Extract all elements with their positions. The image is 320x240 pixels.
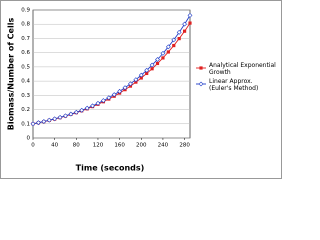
marker: [182, 21, 188, 27]
y-tick-label: 0.2: [21, 107, 30, 113]
y-tick-label: 0.4: [21, 79, 30, 85]
marker: [117, 88, 123, 94]
chart: Time (seconds) Biomass/Number of Cells 0…: [0, 0, 282, 179]
marker: [128, 81, 133, 87]
marker: [41, 119, 47, 124]
marker: [177, 36, 181, 41]
legend-label: Analytical Exponential Growth: [209, 62, 276, 76]
marker: [139, 76, 143, 80]
marker: [35, 120, 41, 126]
marker: [90, 103, 95, 109]
x-tick-label: 200: [136, 143, 147, 149]
y-tick-label: 0.3: [21, 93, 30, 99]
x-tick-label: 280: [179, 143, 190, 149]
y-tick-label: 0.1: [21, 121, 30, 127]
marker: [100, 98, 106, 104]
marker: [187, 12, 193, 18]
y-tick-label: 0.9: [21, 8, 30, 14]
x-tick-label: 0: [31, 143, 35, 149]
marker: [161, 56, 165, 60]
legend-marker: [199, 66, 203, 70]
marker: [144, 67, 150, 73]
marker: [46, 117, 52, 123]
y-axis-title: Biomass/Number of Cells: [7, 18, 16, 131]
marker: [150, 67, 154, 71]
marker: [145, 71, 149, 76]
marker: [171, 37, 177, 43]
legend-label: Linear Approx. (Euler's Method): [209, 78, 258, 92]
marker: [63, 113, 68, 119]
x-axis-title: Time (seconds): [76, 164, 145, 173]
x-tick-label: 120: [93, 143, 104, 149]
marker: [73, 109, 79, 115]
x-tick-label: 160: [114, 143, 125, 149]
marker: [111, 92, 117, 98]
y-tick-label: 0: [27, 136, 31, 142]
marker: [68, 111, 74, 117]
marker: [172, 43, 176, 48]
marker: [176, 29, 182, 35]
x-tick-label: 240: [158, 143, 169, 149]
marker: [106, 95, 112, 101]
marker: [160, 50, 166, 56]
marker: [138, 72, 144, 78]
marker: [165, 44, 171, 50]
marker: [188, 21, 192, 25]
marker: [182, 29, 187, 33]
marker: [30, 121, 36, 127]
y-tick-label: 0.6: [21, 50, 30, 56]
marker: [122, 85, 128, 91]
marker: [155, 61, 160, 66]
marker: [84, 105, 90, 111]
x-tick-label: 40: [51, 143, 58, 149]
marker: [166, 50, 170, 54]
marker: [52, 116, 58, 122]
y-tick-label: 0.7: [21, 36, 30, 42]
marker: [57, 114, 63, 120]
marker: [155, 57, 160, 62]
marker: [133, 77, 139, 83]
marker: [149, 62, 155, 68]
marker: [79, 107, 85, 113]
y-tick-label: 0.5: [21, 64, 30, 70]
y-tick-label: 0.8: [21, 22, 30, 28]
marker: [95, 100, 101, 106]
x-tick-label: 80: [73, 143, 80, 149]
legend-marker: [198, 81, 204, 87]
